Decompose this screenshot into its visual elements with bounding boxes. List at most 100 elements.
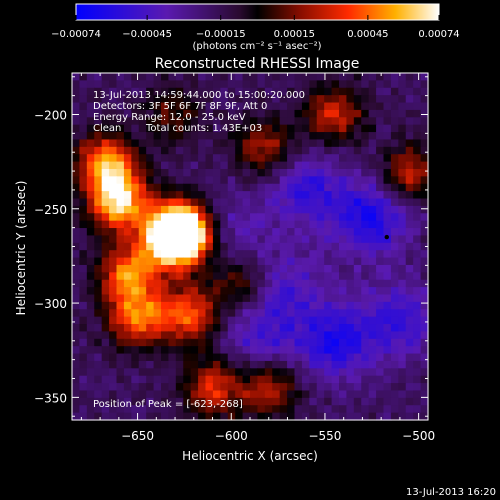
heatmap-cell bbox=[376, 132, 385, 141]
heatmap-cell bbox=[227, 191, 236, 200]
heatmap-cell bbox=[353, 309, 362, 318]
heatmap-cell bbox=[138, 272, 147, 281]
heatmap-cell bbox=[346, 279, 355, 288]
heatmap-cell bbox=[301, 301, 310, 310]
heatmap-cell bbox=[72, 390, 81, 399]
heatmap-cell bbox=[212, 360, 221, 369]
heatmap-cell bbox=[183, 264, 192, 273]
heatmap-cell bbox=[405, 220, 414, 229]
heatmap-cell bbox=[86, 183, 95, 192]
heatmap-cell bbox=[287, 324, 296, 332]
heatmap-cell bbox=[116, 279, 125, 288]
heatmap-cell bbox=[190, 102, 199, 111]
heatmap-cell bbox=[331, 213, 340, 222]
heatmap-cell bbox=[205, 309, 214, 318]
heatmap-cell bbox=[101, 198, 110, 207]
heatmap-cell bbox=[257, 242, 266, 251]
heatmap-cell bbox=[138, 95, 147, 104]
heatmap-cell bbox=[287, 168, 296, 177]
heatmap-cell bbox=[161, 390, 170, 399]
heatmap-cell bbox=[339, 360, 348, 369]
heatmap-cell bbox=[331, 154, 340, 163]
heatmap-cell bbox=[131, 294, 140, 303]
heatmap-cell bbox=[242, 132, 251, 141]
heatmap-cell bbox=[368, 405, 377, 414]
heatmap-cell bbox=[346, 235, 355, 244]
heatmap-cell bbox=[138, 338, 147, 347]
heatmap-cell bbox=[301, 309, 310, 318]
heatmap-cell bbox=[383, 117, 392, 126]
heatmap-cell bbox=[220, 301, 229, 310]
heatmap-cell bbox=[264, 397, 273, 406]
heatmap-cell bbox=[220, 139, 229, 148]
heatmap-cell bbox=[301, 375, 310, 384]
heatmap-cell bbox=[220, 353, 229, 362]
heatmap-cell bbox=[390, 213, 399, 222]
heatmap-cell bbox=[413, 360, 422, 369]
heatmap-cell bbox=[353, 368, 362, 377]
heatmap-cell bbox=[183, 375, 192, 384]
heatmap-cell bbox=[79, 309, 88, 318]
heatmap-cell bbox=[309, 161, 318, 170]
heatmap-cell bbox=[316, 279, 325, 288]
heatmap-cell bbox=[316, 154, 325, 163]
heatmap-cell bbox=[324, 198, 333, 207]
heatmap-cell bbox=[405, 228, 414, 237]
heatmap-cell bbox=[405, 279, 414, 288]
heatmap-cell bbox=[183, 73, 192, 81]
heatmap-cell bbox=[413, 109, 422, 118]
heatmap-cell bbox=[324, 331, 333, 340]
heatmap-cell bbox=[376, 235, 385, 244]
heatmap-cell bbox=[175, 309, 184, 318]
heatmap-cell bbox=[123, 80, 132, 89]
heatmap-cell bbox=[242, 412, 251, 421]
heatmap-cell bbox=[324, 132, 333, 141]
heatmap-cell bbox=[287, 205, 296, 214]
heatmap-cell bbox=[138, 353, 147, 362]
heatmap-cell bbox=[272, 80, 281, 89]
heatmap-cell bbox=[72, 264, 81, 273]
heatmap-cell bbox=[368, 198, 377, 207]
heatmap-cell bbox=[242, 109, 251, 118]
heatmap-cell bbox=[398, 183, 407, 192]
heatmap-cell bbox=[390, 324, 399, 332]
heatmap-cell bbox=[220, 87, 229, 96]
heatmap-cell bbox=[168, 168, 177, 177]
colorbar-unit-label: (photons cm⁻² s⁻¹ asec⁻²) bbox=[192, 41, 321, 52]
heatmap-cell bbox=[161, 80, 170, 89]
heatmap-cell bbox=[212, 316, 221, 325]
heatmap-cell bbox=[190, 250, 199, 259]
heatmap-cell bbox=[198, 412, 207, 421]
heatmap-cell bbox=[161, 124, 170, 133]
heatmap-cell bbox=[138, 109, 147, 118]
y-axis-label: Heliocentric Y (arcsec) bbox=[14, 181, 28, 316]
heatmap-cell bbox=[212, 301, 221, 310]
heatmap-cell bbox=[175, 95, 184, 104]
heatmap-cell bbox=[331, 368, 340, 377]
heatmap-cell bbox=[376, 383, 385, 392]
heatmap-cell bbox=[138, 124, 147, 133]
heatmap-cell bbox=[183, 353, 192, 362]
heatmap-cell bbox=[190, 213, 199, 222]
heatmap-cell bbox=[361, 405, 370, 414]
heatmap-cell bbox=[168, 117, 177, 126]
heatmap-cell bbox=[131, 117, 140, 126]
heatmap-cell bbox=[257, 146, 266, 155]
heatmap-cell bbox=[79, 154, 88, 163]
heatmap-cell bbox=[339, 80, 348, 89]
heatmap-cell bbox=[242, 264, 251, 273]
heatmap-cell bbox=[398, 294, 407, 303]
heatmap-cell bbox=[220, 228, 229, 237]
heatmap-cell bbox=[131, 132, 140, 141]
heatmap-cell bbox=[257, 375, 266, 384]
heatmap-cell bbox=[316, 191, 325, 200]
heatmap-cell bbox=[264, 294, 273, 303]
heatmap-cell bbox=[190, 338, 199, 347]
heatmap-cell bbox=[79, 264, 88, 273]
heatmap-cell bbox=[272, 331, 281, 340]
heatmap-cell bbox=[86, 272, 95, 281]
heatmap-cell bbox=[353, 353, 362, 362]
heatmap-cell bbox=[72, 309, 81, 318]
heatmap-cell bbox=[294, 242, 303, 251]
heatmap-cell bbox=[116, 257, 125, 266]
